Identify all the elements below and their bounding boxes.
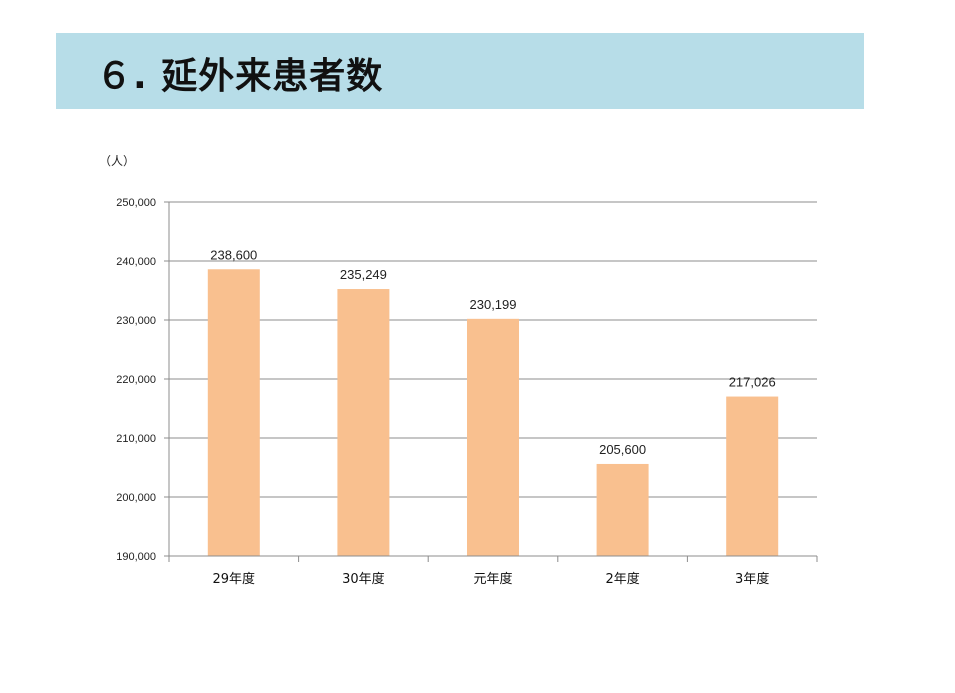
y-tick-label: 220,000: [116, 374, 156, 386]
data-label: 205,600: [599, 442, 646, 457]
y-tick-label: 240,000: [116, 256, 156, 268]
x-category-label: 3年度: [735, 571, 769, 587]
y-tick-label: 210,000: [116, 433, 156, 445]
data-label: 217,026: [729, 375, 776, 390]
x-category-label: 29年度: [213, 571, 256, 587]
y-tick-label: 250,000: [116, 197, 156, 209]
bar: [467, 318, 519, 556]
y-axis-unit-label: （人）: [99, 154, 135, 168]
page-title: ６. 延外来患者数: [96, 56, 384, 97]
data-labels: 238,600 235,249 230,199 205,600 217,026: [210, 247, 775, 457]
x-category-label: 2年度: [605, 571, 639, 587]
bar: [726, 396, 779, 556]
bar: [337, 289, 390, 556]
y-tick-label: 190,000: [116, 551, 156, 563]
y-tick-label: 230,000: [116, 315, 156, 327]
bars: [207, 269, 779, 556]
y-axis-ticks: 190,000 200,000 210,000 220,000 230,000 240,0…: [116, 197, 156, 563]
x-category-label: 元年度: [473, 571, 512, 587]
x-axis-categories: 29年度 30年度 元年度 2年度 3年度: [169, 555, 817, 587]
bar: [596, 463, 649, 556]
bar: [207, 269, 260, 556]
title-banner: ６. 延外来患者数: [56, 33, 864, 109]
x-category-label: 30年度: [342, 571, 385, 587]
data-label: 238,600: [210, 247, 257, 262]
data-label: 235,249: [340, 267, 387, 282]
y-tick-label: 200,000: [116, 492, 156, 504]
data-label: 230,199: [470, 297, 517, 312]
